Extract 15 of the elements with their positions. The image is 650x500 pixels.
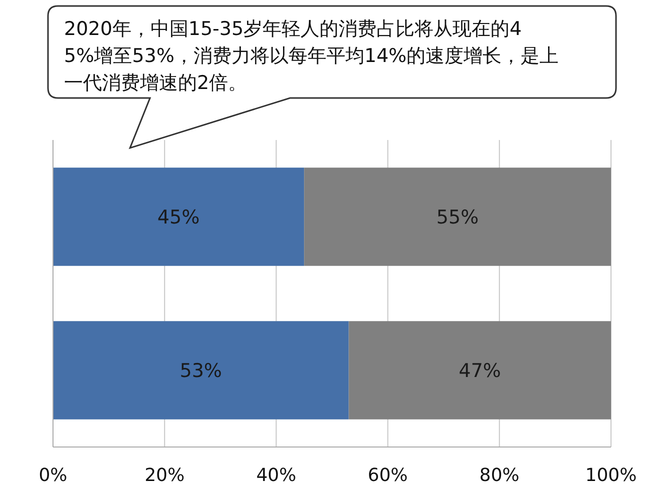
data-label: 53%	[180, 360, 222, 382]
x-tick-label: 40%	[256, 465, 296, 486]
text: 2020年，中国15-35岁年轻人的消费占比将从现在的45%增至53%，消费力将以每年平均14%的速度增长，是上一代消费增速的2倍。	[64, 18, 559, 94]
x-tick-label: 20%	[144, 465, 185, 486]
data-label: 47%	[458, 360, 501, 382]
x-tick-label: 100%	[585, 465, 637, 486]
x-tick-label: 0%	[38, 465, 68, 486]
x-tick-label: 80%	[479, 465, 520, 486]
bar	[348, 321, 611, 420]
bar	[53, 321, 349, 420]
bar	[53, 168, 304, 266]
bar	[304, 168, 611, 266]
data-label: 45%	[157, 206, 200, 228]
x-tick-label: 60%	[368, 465, 408, 486]
data-label: 55%	[436, 206, 479, 228]
